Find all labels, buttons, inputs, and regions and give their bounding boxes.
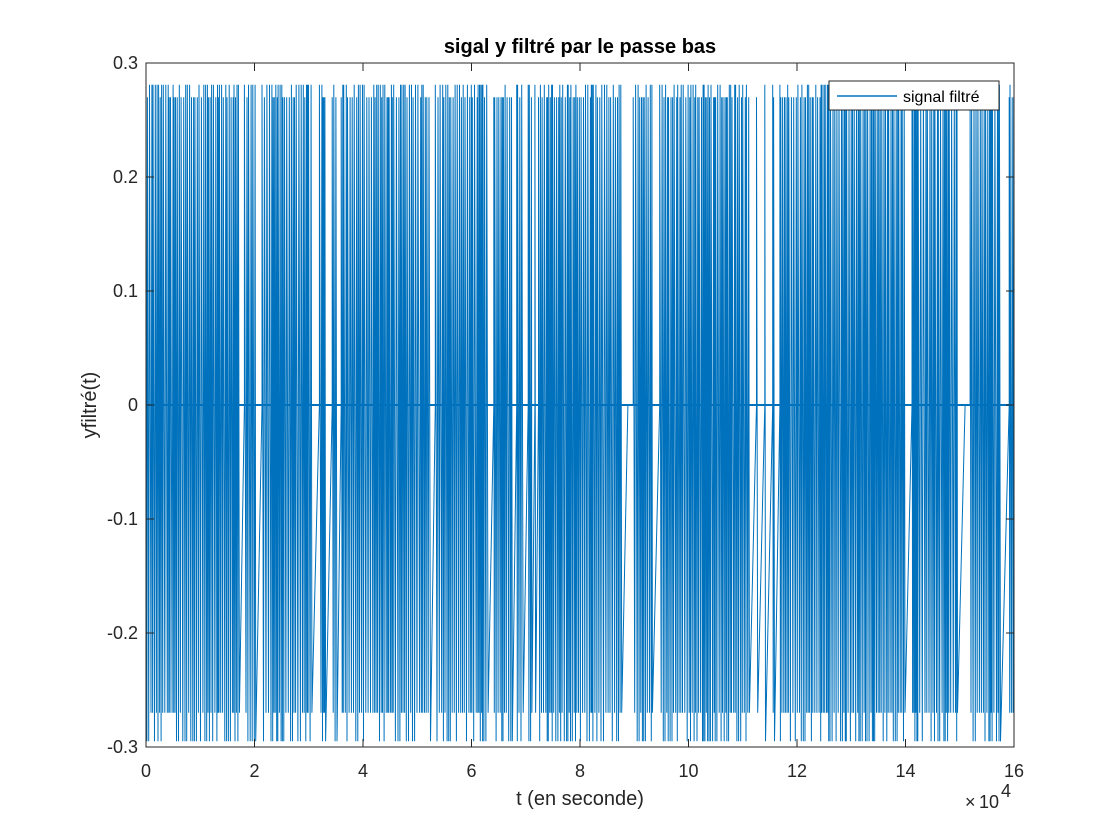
x-exponent-base: 10 [979,792,999,812]
y-axis-ticks: 0.3 0.2 0.1 0 -0.1 -0.2 -0.3 [107,53,1014,757]
y-tick-label: -0.1 [107,509,138,529]
y-tick-label: 0.3 [113,53,138,73]
x-tick-label: 8 [575,761,585,781]
y-tick-label: 0.2 [113,167,138,187]
y-tick-label: -0.3 [107,737,138,757]
x-exponent-power: 4 [1001,781,1011,801]
y-axis-label: yfiltré(t) [79,372,101,439]
legend-label-signal-filtre: signal filtré [903,89,980,106]
x-exponent-times: × [965,792,976,812]
y-tick-label: -0.2 [107,623,138,643]
x-tick-label: 0 [141,761,151,781]
legend: signal filtré [828,80,1000,111]
x-tick-label: 14 [895,761,915,781]
x-tick-label: 2 [249,761,259,781]
x-tick-label: 10 [678,761,698,781]
x-axis-ticks: 0 2 4 6 8 10 12 14 16 [141,63,1024,781]
x-tick-label: 12 [787,761,807,781]
x-axis-label: t (en seconde) [516,788,644,810]
chart-title: sigal y filtré par le passe bas [444,36,716,58]
x-exponent-label: × 10 4 [965,781,1011,812]
y-tick-label: 0.1 [113,281,138,301]
plot-data-layer [146,84,1014,742]
y-tick-label: 0 [128,395,138,415]
x-tick-label: 4 [358,761,368,781]
x-tick-label: 16 [1004,761,1024,781]
x-tick-label: 6 [466,761,476,781]
